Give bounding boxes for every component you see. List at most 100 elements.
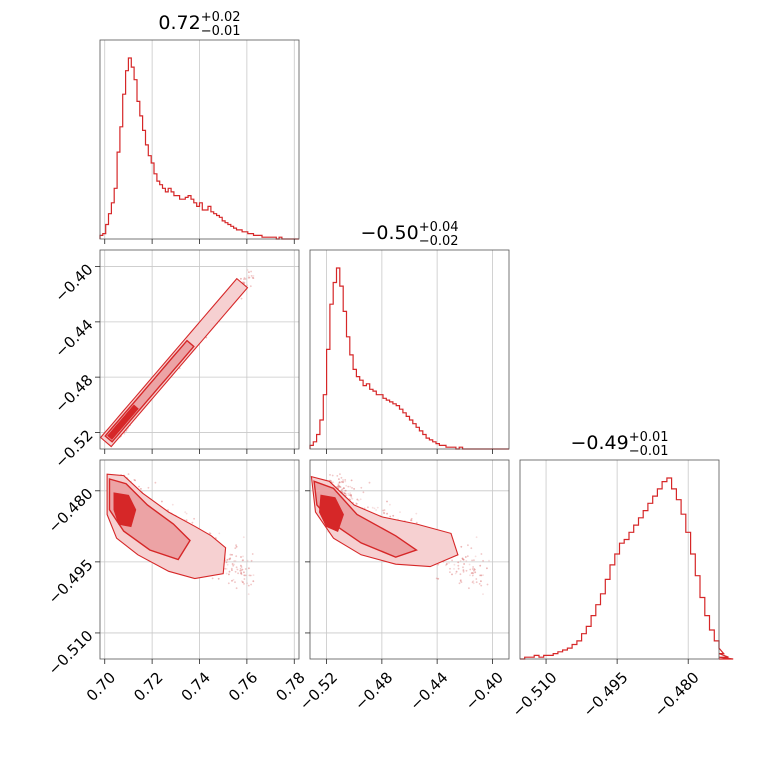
sample-point [462, 566, 464, 569]
sample-point [250, 270, 253, 273]
sample-point [343, 487, 345, 490]
y-tick-label: −0.44 [51, 316, 96, 361]
sample-point [343, 492, 346, 495]
sample-point [355, 502, 358, 505]
panel-border [519, 459, 720, 660]
sample-point [241, 568, 244, 571]
sample-point [243, 278, 245, 281]
sample-point [459, 560, 462, 562]
sample-point [350, 494, 352, 497]
sample-point [239, 569, 242, 572]
sample-point [355, 503, 358, 505]
panel-0-0 [99, 39, 300, 244]
sample-point [252, 580, 255, 583]
sample-point [471, 581, 474, 584]
sample-point [340, 489, 343, 491]
sample-point [486, 567, 488, 570]
sample-point [244, 278, 247, 280]
y-tick-label: −0.52 [51, 426, 96, 471]
sample-point [472, 572, 475, 575]
sample-point [473, 559, 475, 562]
sample-point [249, 285, 252, 288]
sample-point [470, 572, 473, 574]
sample-point [437, 577, 440, 580]
sample-point [349, 494, 352, 496]
title-plus: +0.01 [629, 430, 669, 445]
sample-point [480, 574, 482, 577]
sample-point [234, 560, 237, 562]
sample-point [228, 570, 231, 573]
sample-point [338, 478, 340, 480]
sample-point [486, 583, 489, 586]
x-tick-label: −0.40 [462, 669, 507, 714]
sample-point [232, 578, 235, 581]
sample-point [250, 583, 253, 586]
sample-point [225, 561, 228, 564]
sample-point [480, 584, 483, 587]
sample-point [454, 572, 457, 575]
sample-point [356, 498, 359, 501]
sample-point [242, 281, 244, 284]
sample-point [241, 581, 244, 584]
sample-point [248, 567, 250, 570]
sample-point [475, 536, 478, 539]
sample-point [472, 569, 475, 572]
sample-point [250, 270, 253, 273]
sample-point [249, 574, 252, 577]
sample-point [482, 559, 484, 562]
sample-point [480, 574, 483, 577]
sample-point [242, 581, 244, 584]
sample-point [338, 486, 341, 488]
sample-point [252, 275, 255, 277]
sample-point [243, 281, 246, 284]
sample-point [243, 578, 246, 580]
sample-point [240, 277, 242, 280]
sample-point [461, 557, 464, 560]
y-tick-label: −0.510 [45, 627, 97, 679]
sample-point [338, 481, 341, 484]
sample-point [248, 567, 250, 570]
sample-point [472, 580, 475, 582]
sample-point [167, 509, 169, 511]
sample-point [473, 568, 476, 571]
sample-point [123, 433, 126, 435]
sample-point [225, 561, 228, 564]
sample-point [191, 521, 194, 524]
sample-point [458, 582, 461, 585]
sample-point [479, 564, 482, 567]
sample-point [161, 500, 163, 503]
x-tick-label: −0.44 [406, 669, 451, 714]
sample-point [230, 567, 233, 570]
sample-point [240, 572, 242, 574]
sample-point [474, 571, 477, 574]
sample-point [350, 479, 353, 482]
sample-point [475, 581, 478, 584]
sample-point [342, 481, 344, 484]
sample-point [243, 278, 245, 281]
sample-point [246, 582, 249, 585]
title-plus: +0.02 [201, 10, 241, 25]
sample-point [228, 573, 230, 576]
sample-point [337, 485, 340, 487]
sample-point [240, 556, 242, 558]
sample-point [471, 559, 473, 562]
sample-point [382, 509, 384, 512]
sample-point [375, 509, 377, 511]
sample-point [457, 561, 460, 564]
sample-point [486, 583, 489, 586]
sample-point [475, 581, 478, 584]
sample-point [350, 496, 353, 499]
sample-point [185, 519, 188, 522]
sample-point [248, 271, 250, 273]
sample-point [341, 491, 344, 494]
sample-point [231, 579, 233, 582]
sample-point [226, 558, 229, 561]
sample-point [382, 509, 384, 512]
sample-point [242, 581, 244, 584]
sample-point [349, 485, 352, 488]
sample-point [240, 580, 243, 582]
panel-1-1 [309, 249, 510, 454]
sample-point [446, 562, 448, 565]
sample-point [480, 553, 483, 555]
sample-point [343, 492, 346, 495]
